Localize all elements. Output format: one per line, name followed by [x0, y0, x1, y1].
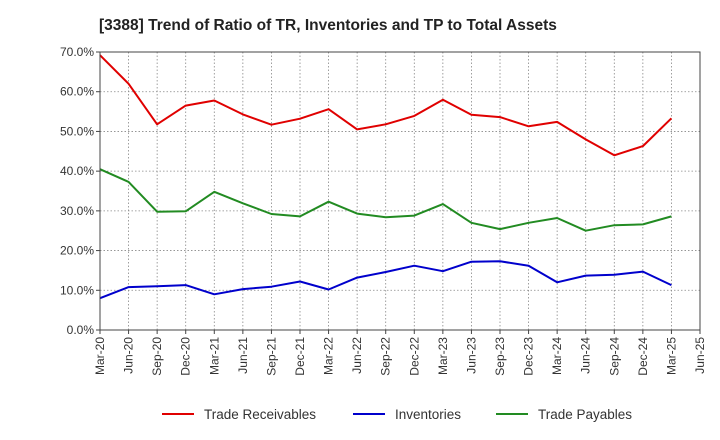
- legend: Trade Receivables Inventories Trade Payabl…: [162, 407, 632, 422]
- x-tick-label: Mar-25: [664, 337, 678, 375]
- y-tick-label: 30.0%: [60, 204, 94, 218]
- x-tick-label: Dec-22: [407, 337, 421, 376]
- x-tick-label: Sep-21: [264, 337, 278, 376]
- x-tick-label: Sep-22: [379, 337, 393, 376]
- x-tick-label: Mar-23: [436, 337, 450, 375]
- series-line-1: [99, 54, 673, 157]
- grid: [100, 52, 700, 330]
- x-tick-label: Dec-21: [293, 337, 307, 376]
- x-tick-label: Jun-22: [350, 337, 364, 374]
- y-tick-label: 50.0%: [60, 124, 94, 138]
- x-tick-label: Sep-23: [493, 337, 507, 376]
- x-tick-label: Dec-23: [522, 337, 536, 376]
- y-tick-label: 20.0%: [60, 244, 94, 258]
- legend-label: Trade Receivables: [204, 407, 316, 422]
- x-tick-label: Dec-20: [179, 337, 193, 376]
- chart-title: [3388] Trend of Ratio of TR, Inventories…: [99, 17, 557, 34]
- series-line-2: [99, 260, 672, 300]
- x-tick-label: Sep-24: [607, 337, 621, 376]
- x-tick-label: Dec-24: [636, 337, 650, 376]
- y-tick-label: 0.0%: [67, 323, 95, 337]
- y-tick-label: 10.0%: [60, 283, 94, 297]
- x-tick-label: Sep-20: [150, 337, 164, 376]
- y-tick-label: 60.0%: [60, 85, 94, 99]
- x-tick-label: Mar-20: [93, 337, 107, 375]
- x-axis: Mar-20 Jun-20 Sep-20 Dec-20 Mar-21 Jun-21 Sep-…: [93, 330, 707, 376]
- x-tick-label: Jun-24: [579, 337, 593, 374]
- series-line-3: [99, 168, 672, 232]
- x-tick-label: Jun-21: [236, 337, 250, 374]
- y-axis: 0.0% 10.0% 20.0% 30.0% 40.0% 50.0% 60.0% 70.0%: [60, 45, 100, 337]
- series-lines: [99, 54, 673, 300]
- x-tick-label: Mar-21: [207, 337, 221, 375]
- y-tick-label: 40.0%: [60, 164, 94, 178]
- plot-frame: [99, 51, 701, 331]
- x-tick-label: Jun-20: [122, 337, 136, 374]
- x-tick-label: Jun-25: [693, 337, 707, 374]
- x-tick-label: Jun-23: [464, 337, 478, 374]
- y-tick-label: 70.0%: [60, 45, 94, 59]
- x-tick-label: Mar-22: [322, 337, 336, 375]
- legend-label: Inventories: [395, 407, 461, 422]
- legend-label: Trade Payables: [538, 407, 632, 422]
- x-tick-label: Mar-24: [550, 337, 564, 375]
